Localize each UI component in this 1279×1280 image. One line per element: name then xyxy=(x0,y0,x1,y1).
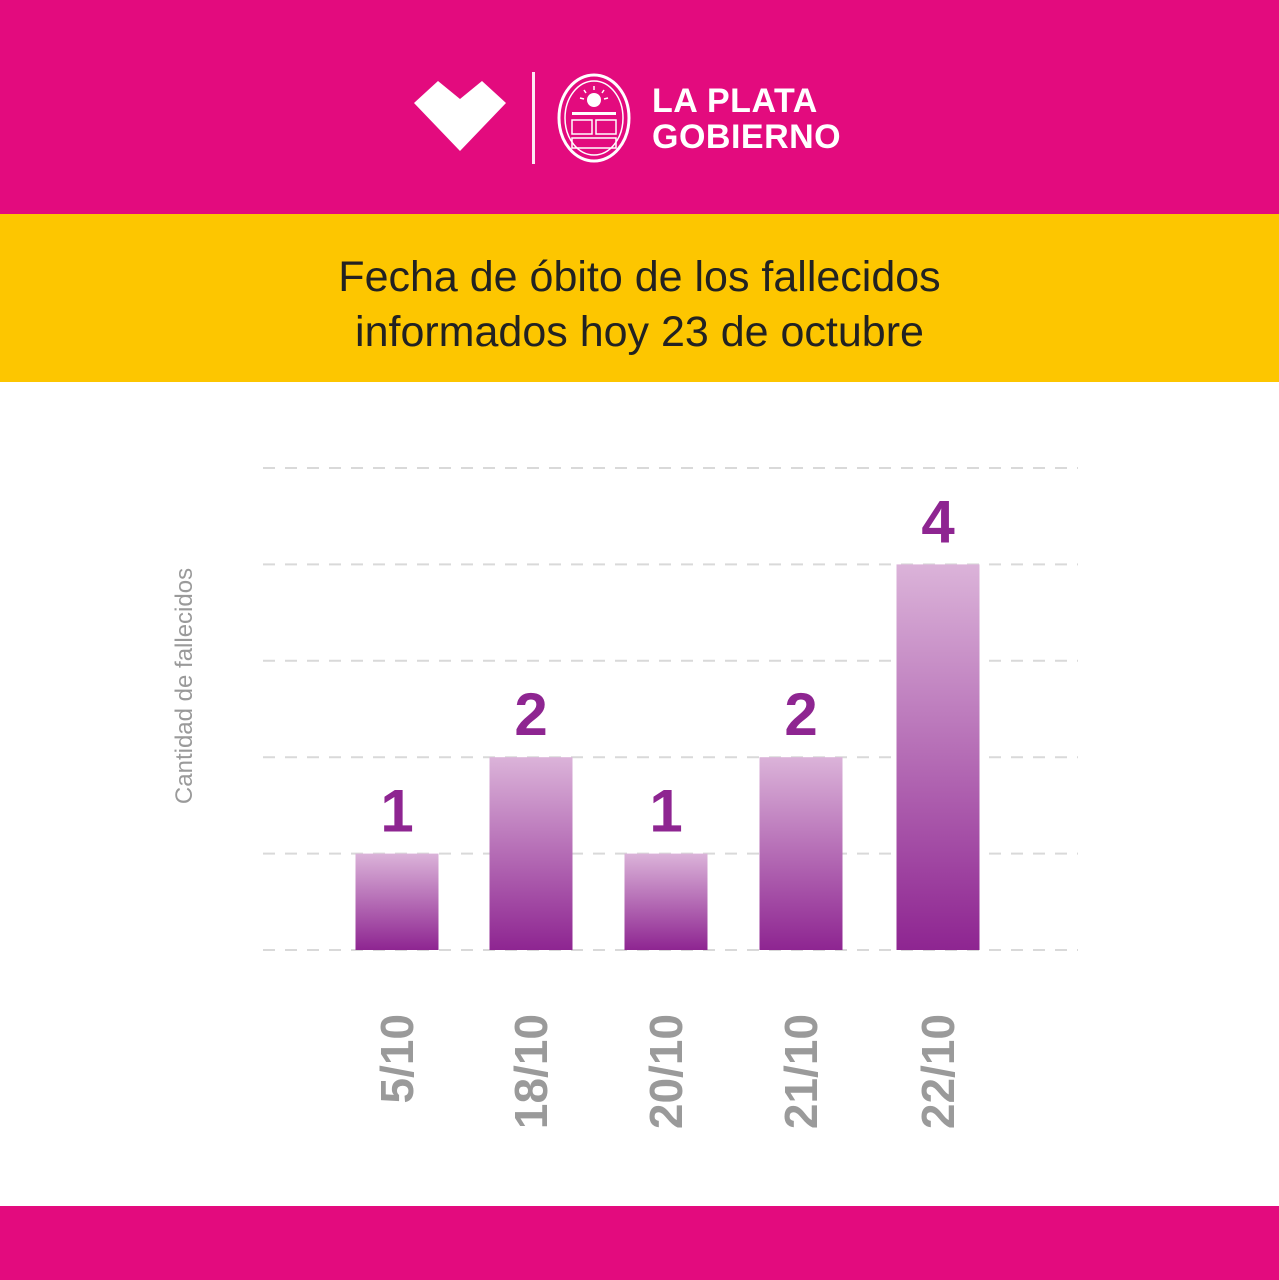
bar-21/10 xyxy=(759,757,843,950)
city-seal-icon xyxy=(557,73,631,163)
value-label: 1 xyxy=(380,778,413,845)
value-labels: 1 2 1 2 4 xyxy=(380,488,955,844)
x-tick-label: 22/10 xyxy=(912,1014,964,1129)
value-label: 4 xyxy=(921,488,955,555)
x-tick-labels: 5/10 18/10 20/10 21/10 22/10 xyxy=(371,1014,964,1129)
brand-line-2: GOBIERNO xyxy=(652,118,842,156)
chart-title-line-1: Fecha de óbito de los fallecidos xyxy=(338,253,941,301)
chart-title: Fecha de óbito de los fallecidos informa… xyxy=(0,250,1279,360)
header-bar: LA PLATA GOBIERNO xyxy=(0,0,1279,214)
brand-line-1: LA PLATA xyxy=(652,82,818,120)
value-label: 1 xyxy=(649,778,682,845)
x-tick-label: 20/10 xyxy=(640,1014,692,1129)
x-tick-label: 18/10 xyxy=(505,1014,557,1129)
brand-name: LA PLATA GOBIERNO xyxy=(652,83,841,155)
bar-5/10 xyxy=(355,853,439,950)
bars xyxy=(355,564,980,950)
footer-bar xyxy=(0,1206,1279,1280)
x-tick-label: 21/10 xyxy=(775,1014,827,1129)
x-tick-label: 5/10 xyxy=(371,1014,423,1104)
bar-22/10 xyxy=(896,564,980,950)
chart-title-line-2: informados hoy 23 de octubre xyxy=(355,308,924,356)
bar-18/10 xyxy=(489,757,573,950)
bar-20/10 xyxy=(624,853,708,950)
heart-icon xyxy=(414,81,506,151)
title-band xyxy=(0,214,1279,382)
y-axis-label: Cantidad de fallecidos xyxy=(171,568,198,804)
value-label: 2 xyxy=(514,681,547,748)
logo-divider xyxy=(532,72,535,164)
value-label: 2 xyxy=(784,681,817,748)
bar-chart: 1 2 1 2 4 5/10 18/10 20/10 21/10 22/10 Cantidad … xyxy=(171,467,1078,1129)
